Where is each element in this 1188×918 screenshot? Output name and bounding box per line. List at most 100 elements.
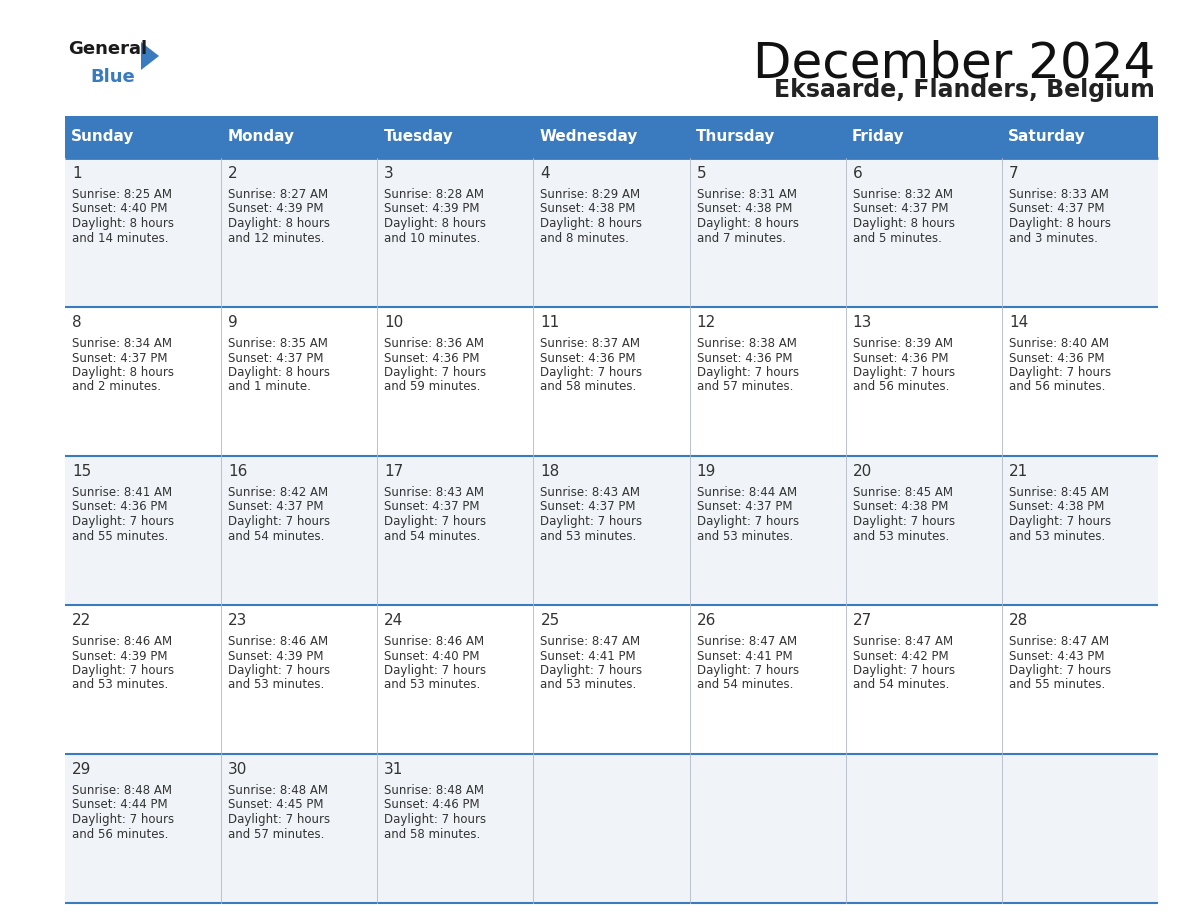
Text: Sunset: 4:37 PM: Sunset: 4:37 PM xyxy=(384,500,480,513)
Text: Daylight: 8 hours: Daylight: 8 hours xyxy=(228,217,330,230)
Text: Sunset: 4:37 PM: Sunset: 4:37 PM xyxy=(72,352,168,364)
Text: and 55 minutes.: and 55 minutes. xyxy=(72,530,169,543)
Text: Sunrise: 8:47 AM: Sunrise: 8:47 AM xyxy=(696,635,797,648)
Text: Sunrise: 8:46 AM: Sunrise: 8:46 AM xyxy=(228,635,328,648)
Text: 10: 10 xyxy=(384,315,404,330)
Text: 4: 4 xyxy=(541,166,550,181)
Bar xyxy=(1001,116,1158,158)
Text: and 56 minutes.: and 56 minutes. xyxy=(853,380,949,394)
Text: 29: 29 xyxy=(72,762,91,777)
Bar xyxy=(65,116,221,158)
Text: Sunset: 4:36 PM: Sunset: 4:36 PM xyxy=(72,500,168,513)
Text: and 53 minutes.: and 53 minutes. xyxy=(1009,530,1105,543)
Text: and 53 minutes.: and 53 minutes. xyxy=(541,678,637,691)
Text: Sunset: 4:44 PM: Sunset: 4:44 PM xyxy=(72,799,168,812)
Text: and 53 minutes.: and 53 minutes. xyxy=(853,530,949,543)
Bar xyxy=(689,116,846,158)
Text: and 14 minutes.: and 14 minutes. xyxy=(72,231,169,244)
Text: and 53 minutes.: and 53 minutes. xyxy=(384,678,480,691)
Text: Sunset: 4:40 PM: Sunset: 4:40 PM xyxy=(72,203,168,216)
Text: Sunset: 4:39 PM: Sunset: 4:39 PM xyxy=(228,203,323,216)
Bar xyxy=(846,605,1001,754)
Text: Daylight: 8 hours: Daylight: 8 hours xyxy=(853,217,955,230)
Text: Sunset: 4:36 PM: Sunset: 4:36 PM xyxy=(696,352,792,364)
Text: Sunrise: 8:45 AM: Sunrise: 8:45 AM xyxy=(1009,486,1108,499)
Text: 24: 24 xyxy=(384,613,404,628)
Text: Daylight: 7 hours: Daylight: 7 hours xyxy=(228,515,330,528)
Text: 22: 22 xyxy=(72,613,91,628)
Text: Daylight: 7 hours: Daylight: 7 hours xyxy=(853,515,955,528)
Text: Daylight: 8 hours: Daylight: 8 hours xyxy=(228,366,330,379)
Bar xyxy=(221,456,378,605)
Bar xyxy=(378,605,533,754)
Text: 17: 17 xyxy=(384,464,404,479)
Text: and 53 minutes.: and 53 minutes. xyxy=(541,530,637,543)
Text: and 56 minutes.: and 56 minutes. xyxy=(72,827,169,841)
Text: Sunrise: 8:47 AM: Sunrise: 8:47 AM xyxy=(541,635,640,648)
Bar xyxy=(378,116,533,158)
Text: Sunrise: 8:31 AM: Sunrise: 8:31 AM xyxy=(696,188,797,201)
Text: Daylight: 7 hours: Daylight: 7 hours xyxy=(72,664,175,677)
Text: Daylight: 7 hours: Daylight: 7 hours xyxy=(72,813,175,826)
Bar xyxy=(689,158,846,307)
Text: 2: 2 xyxy=(228,166,238,181)
Text: Sunrise: 8:46 AM: Sunrise: 8:46 AM xyxy=(72,635,172,648)
Bar xyxy=(533,754,689,903)
Text: Daylight: 8 hours: Daylight: 8 hours xyxy=(384,217,486,230)
Text: Sunset: 4:41 PM: Sunset: 4:41 PM xyxy=(696,650,792,663)
Bar xyxy=(689,754,846,903)
Text: 20: 20 xyxy=(853,464,872,479)
Text: and 54 minutes.: and 54 minutes. xyxy=(384,530,481,543)
Text: Sunrise: 8:47 AM: Sunrise: 8:47 AM xyxy=(853,635,953,648)
Bar xyxy=(533,605,689,754)
Text: 5: 5 xyxy=(696,166,706,181)
Text: and 54 minutes.: and 54 minutes. xyxy=(696,678,792,691)
Text: and 59 minutes.: and 59 minutes. xyxy=(384,380,481,394)
Bar xyxy=(65,307,221,456)
Polygon shape xyxy=(141,42,159,70)
Text: 6: 6 xyxy=(853,166,862,181)
Text: 28: 28 xyxy=(1009,613,1028,628)
Bar xyxy=(1001,754,1158,903)
Text: Daylight: 7 hours: Daylight: 7 hours xyxy=(228,664,330,677)
Text: Sunrise: 8:43 AM: Sunrise: 8:43 AM xyxy=(541,486,640,499)
Text: Sunrise: 8:36 AM: Sunrise: 8:36 AM xyxy=(384,337,485,350)
Text: Sunset: 4:38 PM: Sunset: 4:38 PM xyxy=(696,203,792,216)
Text: Sunset: 4:37 PM: Sunset: 4:37 PM xyxy=(228,352,323,364)
Text: General: General xyxy=(68,40,147,58)
Text: Sunset: 4:36 PM: Sunset: 4:36 PM xyxy=(1009,352,1105,364)
Text: Sunset: 4:45 PM: Sunset: 4:45 PM xyxy=(228,799,323,812)
Bar xyxy=(65,158,221,307)
Bar xyxy=(533,456,689,605)
Text: Sunset: 4:37 PM: Sunset: 4:37 PM xyxy=(1009,203,1105,216)
Text: and 56 minutes.: and 56 minutes. xyxy=(1009,380,1105,394)
Text: and 54 minutes.: and 54 minutes. xyxy=(228,530,324,543)
Text: and 7 minutes.: and 7 minutes. xyxy=(696,231,785,244)
Text: Daylight: 7 hours: Daylight: 7 hours xyxy=(384,515,486,528)
Text: Daylight: 7 hours: Daylight: 7 hours xyxy=(853,366,955,379)
Text: 15: 15 xyxy=(72,464,91,479)
Text: 26: 26 xyxy=(696,613,716,628)
Text: 23: 23 xyxy=(228,613,247,628)
Text: Friday: Friday xyxy=(852,129,904,144)
Text: Sunrise: 8:39 AM: Sunrise: 8:39 AM xyxy=(853,337,953,350)
Bar xyxy=(846,307,1001,456)
Text: 14: 14 xyxy=(1009,315,1028,330)
Text: Sunset: 4:42 PM: Sunset: 4:42 PM xyxy=(853,650,948,663)
Bar xyxy=(689,456,846,605)
Text: Sunset: 4:41 PM: Sunset: 4:41 PM xyxy=(541,650,636,663)
Text: Sunset: 4:38 PM: Sunset: 4:38 PM xyxy=(853,500,948,513)
Text: 27: 27 xyxy=(853,613,872,628)
Text: 11: 11 xyxy=(541,315,560,330)
Text: Sunset: 4:43 PM: Sunset: 4:43 PM xyxy=(1009,650,1105,663)
Text: and 10 minutes.: and 10 minutes. xyxy=(384,231,481,244)
Text: Sunset: 4:40 PM: Sunset: 4:40 PM xyxy=(384,650,480,663)
Text: Sunset: 4:37 PM: Sunset: 4:37 PM xyxy=(696,500,792,513)
Text: and 58 minutes.: and 58 minutes. xyxy=(541,380,637,394)
Text: Sunday: Sunday xyxy=(71,129,134,144)
Text: Sunrise: 8:41 AM: Sunrise: 8:41 AM xyxy=(72,486,172,499)
Text: Daylight: 7 hours: Daylight: 7 hours xyxy=(1009,664,1111,677)
Text: 7: 7 xyxy=(1009,166,1018,181)
Text: 31: 31 xyxy=(384,762,404,777)
Text: Daylight: 7 hours: Daylight: 7 hours xyxy=(384,366,486,379)
